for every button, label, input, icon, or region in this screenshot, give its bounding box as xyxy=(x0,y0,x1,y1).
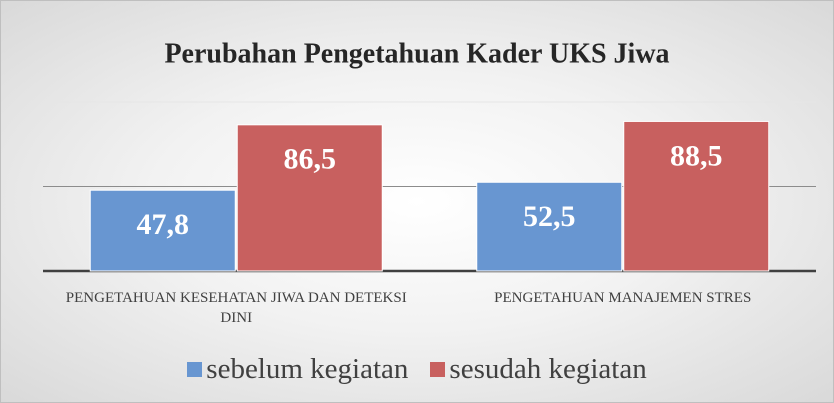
legend-item: sebelum kegiatan xyxy=(187,353,408,386)
legend-swatch xyxy=(430,362,446,377)
data-label: 52,5 xyxy=(523,200,576,233)
chart-title: Perubahan Pengetahuan Kader UKS Jiwa xyxy=(164,38,669,69)
data-label: 47,8 xyxy=(137,208,190,241)
legend-swatch xyxy=(187,362,203,377)
legend: sebelum kegiatan sesudah kegiatan xyxy=(1,353,833,386)
x-tick-label: PENGETAHUAN KESEHATAN JIWA DAN DETEKSI D… xyxy=(65,290,407,326)
legend-label: sebelum kegiatan xyxy=(206,353,409,385)
bar xyxy=(623,120,770,272)
data-label: 86,5 xyxy=(284,143,337,176)
bar xyxy=(476,181,623,272)
x-tick-label: PENGETAHUAN MANAJEMEN STRES xyxy=(494,290,752,306)
bar xyxy=(89,189,236,272)
bar xyxy=(236,124,383,272)
legend-item: sesudah kegiatan xyxy=(430,353,647,386)
legend-label: sesudah kegiatan xyxy=(449,353,647,385)
data-label: 88,5 xyxy=(670,139,723,172)
